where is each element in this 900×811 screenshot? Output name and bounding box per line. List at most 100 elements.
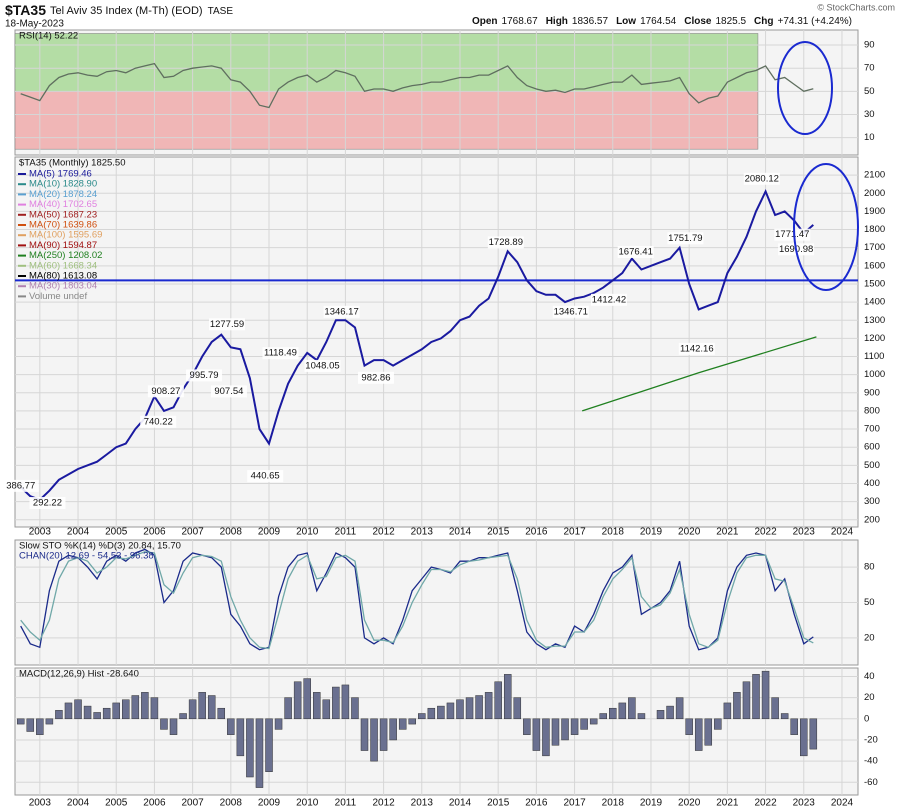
annotation-box (208, 318, 245, 331)
quote: Open 1768.67 High 1836.57 Low 1764.54 Close 182… (472, 16, 852, 27)
x-tick-label: 2010 (296, 798, 319, 809)
annotation: 1346.17 (324, 306, 358, 317)
y-tick-label: 70 (864, 63, 875, 74)
annotation: 440.65 (251, 471, 280, 482)
histogram-bar (656, 710, 665, 720)
panel: 20 50 80 Slow STO %K(14) %D(3) 20.84, 15.70… (14, 539, 875, 666)
annotation-box (552, 305, 589, 318)
annotation: 1751.79 (668, 233, 702, 244)
x-tick-label: 2022 (754, 527, 777, 538)
annotation: 1277.59 (210, 319, 244, 330)
y-tick-label: 600 (864, 442, 880, 453)
panel-label: CHAN(20) 12.69 - 54.53 - 96.38 (19, 551, 154, 562)
histogram-bar (36, 718, 44, 735)
x-tick-label: 2023 (793, 798, 816, 809)
y-tick-label: 1200 (864, 333, 885, 344)
histogram-bar (780, 713, 789, 720)
y-tick-label: -60 (864, 777, 878, 788)
symbol: $TA35 (5, 2, 46, 18)
x-tick-label: 2017 (563, 527, 586, 538)
annotation-box (2, 479, 39, 492)
histogram-bar (618, 702, 627, 720)
quote-value: 1825.5 (715, 16, 746, 27)
annotation: 1412.42 (592, 294, 626, 305)
x-tick-label: 2011 (335, 527, 357, 538)
histogram-bar (752, 674, 760, 720)
histogram-bar (313, 692, 321, 720)
y-tick-label: 2100 (864, 170, 885, 181)
legend-entry: Volume undef (29, 291, 87, 302)
x-tick-label: 2005 (105, 527, 128, 538)
x-tick-label: 2016 (525, 527, 548, 538)
annotation: 1142.16 (680, 343, 714, 354)
quote-value: +74.31 (+4.24%) (778, 16, 853, 27)
panel: 200 300 400 500 600 700 800 900 1000 1100 1200 1300… (2, 156, 885, 528)
x-tick-label: 2012 (372, 527, 395, 538)
y-tick-label: 90 (864, 40, 875, 51)
y-tick-label: 800 (864, 405, 880, 416)
x-tick-label: 2006 (143, 798, 166, 809)
histogram-bar (475, 695, 483, 720)
series-line (20, 62, 814, 109)
x-tick-label: 2018 (602, 527, 625, 538)
zone (14, 33, 759, 92)
panel-frame (14, 667, 859, 796)
legend-entry: MA(40) 1702.65 (29, 199, 97, 210)
x-tick-label: 2015 (487, 798, 510, 809)
histogram-bar (771, 697, 779, 720)
copyright: © StockCharts.com (817, 2, 895, 12)
histogram-bar (45, 718, 54, 725)
histogram-bar (169, 718, 178, 735)
y-tick-label: 300 (864, 496, 880, 507)
legend-entry: MA(30) 1803.04 (29, 281, 97, 292)
histogram-bar (188, 699, 197, 720)
zone (14, 91, 759, 150)
title-line: $TA35 Tel Aviv 35 Index (M-Th) (EOD) TASE (5, 2, 233, 18)
histogram-bar (551, 718, 560, 746)
histogram-bar (102, 707, 111, 720)
histogram-bar (160, 718, 168, 730)
annotation: 1118.49 (264, 348, 297, 359)
legend-entry: MA(10) 1828.90 (29, 179, 97, 190)
x-tick-label: 2007 (181, 527, 204, 538)
histogram-bar (437, 705, 445, 720)
series-line (581, 336, 817, 412)
y-tick-label: 200 (864, 514, 880, 525)
y-tick-label: 2000 (864, 188, 885, 199)
x-tick-label: 2020 (678, 527, 701, 538)
histogram-bar (570, 718, 579, 735)
histogram-bar (141, 692, 149, 720)
y-tick-label: -20 (864, 734, 878, 745)
histogram-bar (637, 713, 646, 720)
x-tick-label: 2021 (716, 798, 739, 809)
x-tick-label: 2014 (449, 798, 472, 809)
quote-value: 1764.54 (640, 16, 677, 27)
histogram-bar (341, 684, 350, 720)
histogram-bar (714, 718, 722, 730)
y-tick-label: 1300 (864, 315, 885, 326)
histogram-bar (704, 718, 713, 746)
histogram-bar (198, 692, 206, 720)
annotation: 1676.41 (619, 246, 653, 257)
x-tick-label: 2005 (105, 798, 128, 809)
histogram-bar (150, 697, 159, 720)
annotation-box (357, 371, 394, 384)
quote-label: Close (684, 16, 712, 27)
x-tick-label: 2003 (29, 798, 52, 809)
x-tick-label: 2010 (296, 527, 319, 538)
histogram-bar (112, 702, 120, 720)
panel-label: RSI(14) 52.22 (19, 31, 78, 42)
x-tick-label: 2023 (793, 527, 816, 538)
x-tick-label: 2024 (831, 798, 854, 809)
legend-entry: MA(20) 1878.24 (29, 189, 97, 200)
x-tick-label: 2008 (220, 527, 243, 538)
quote-label: High (546, 16, 568, 27)
histogram-bar (293, 681, 302, 720)
series-line (20, 551, 814, 650)
quote-label: Open (472, 16, 498, 27)
histogram-bar (303, 678, 311, 720)
x-tick-label: 2004 (67, 798, 90, 809)
legend-entry: MA(250) 1208.02 (29, 250, 102, 261)
